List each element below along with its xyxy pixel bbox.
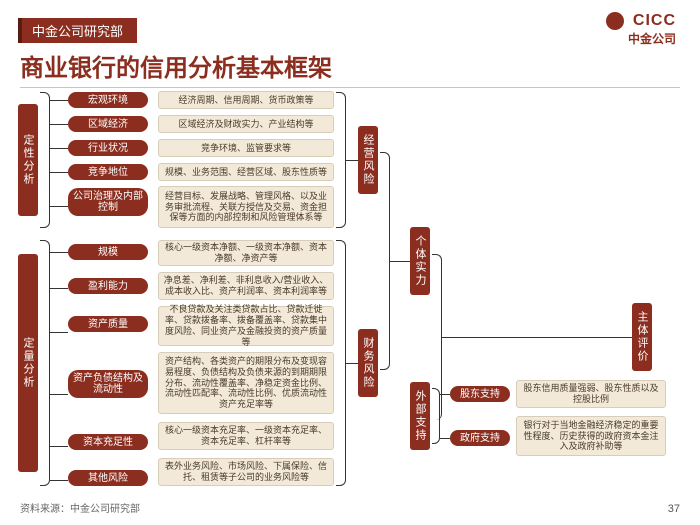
det-capital: 核心一级资本充足率、一级资本充足率、资本充足率、杠杆率等	[158, 422, 334, 450]
det-ext-shareholder: 股东信用质量强弱、股东性质以及控股比例	[516, 380, 666, 408]
cat-capital: 资本充足性	[68, 434, 148, 450]
page-number: 37	[668, 503, 680, 515]
header-band: 中金公司研究部	[18, 18, 137, 43]
cat-macro: 宏观环境	[68, 92, 148, 108]
bracket-quant	[40, 240, 50, 486]
logo-cn: 中金公司	[606, 30, 676, 47]
cat-compete: 竞争地位	[68, 164, 148, 180]
det-asset: 不良贷款及关注类贷款占比、贷款迁徙率、贷款拨备率、拨备覆盖率、贷款集中度风险、同…	[158, 306, 334, 346]
cat-liq: 资产负债结构及流动性	[68, 370, 148, 398]
logo-en: CICC	[633, 12, 676, 29]
det-industry: 竞争环境、监管要求等	[158, 139, 334, 157]
diagram-canvas: 定性分析 定量分析 宏观环境 经济周期、信用周期、货币政策等 区域经济 区域经济…	[18, 88, 682, 498]
group-qualitative: 定性分析	[18, 104, 38, 216]
bracket-to-finrisk	[336, 240, 346, 486]
bracket-to-individual	[380, 152, 390, 370]
risk-external: 外部支持	[410, 382, 430, 450]
page-title: 商业银行的信用分析基本框架	[20, 48, 680, 88]
det-compete: 规模、业务范围、经营区域、股东性质等	[158, 163, 334, 181]
risk-final: 主体评价	[632, 303, 652, 371]
risk-individual: 个体实力	[410, 227, 430, 295]
risk-management: 经营风险	[358, 126, 378, 194]
group-quantitative: 定量分析	[18, 254, 38, 472]
det-govern: 经营目标、发展战略、管理风格、以及业务审批流程、关联方授信及交易、资金担保等方面…	[158, 186, 334, 228]
cat-industry: 行业状况	[68, 140, 148, 156]
cat-ext-shareholder: 股东支持	[450, 386, 510, 402]
risk-financial: 财务风险	[358, 329, 378, 397]
cat-asset: 资产质量	[68, 316, 148, 332]
det-ext-gov: 银行对于当地金融经济稳定的重要性程度、历史获得的政府资本金注入及政府补助等	[516, 416, 666, 456]
bracket-final-top	[432, 254, 442, 420]
det-scale: 核心一级资本净额、一级资本净额、资本净额、净资产等	[158, 240, 334, 266]
bracket-qual	[40, 92, 50, 228]
cat-govern: 公司治理及内部控制	[68, 188, 148, 216]
det-macro: 经济周期、信用周期、货币政策等	[158, 91, 334, 109]
source-text: 资料来源：中金公司研究部	[20, 500, 140, 515]
logo-disc-icon	[606, 12, 624, 30]
cat-scale: 规模	[68, 244, 148, 260]
det-liq: 资产结构、各类资产的期限分布及变现容易程度、负债结构及负债来源的到期期限分布、流…	[158, 352, 334, 414]
logo-block: CICC 中金公司	[606, 12, 676, 47]
det-region: 区域经济及财政实力、产业结构等	[158, 115, 334, 133]
det-other: 表外业务风险、市场风险、下属保险、信托、租赁等子公司的业务风险等	[158, 458, 334, 486]
cat-other: 其他风险	[68, 470, 148, 486]
cat-region: 区域经济	[68, 116, 148, 132]
cat-profit: 盈利能力	[68, 278, 148, 294]
bracket-to-oprisk	[336, 92, 346, 228]
cat-ext-gov: 政府支持	[450, 430, 510, 446]
det-profit: 净息差、净利差、非利息收入/营业收入、成本收入比、资产利润率、资本利润率等	[158, 272, 334, 300]
